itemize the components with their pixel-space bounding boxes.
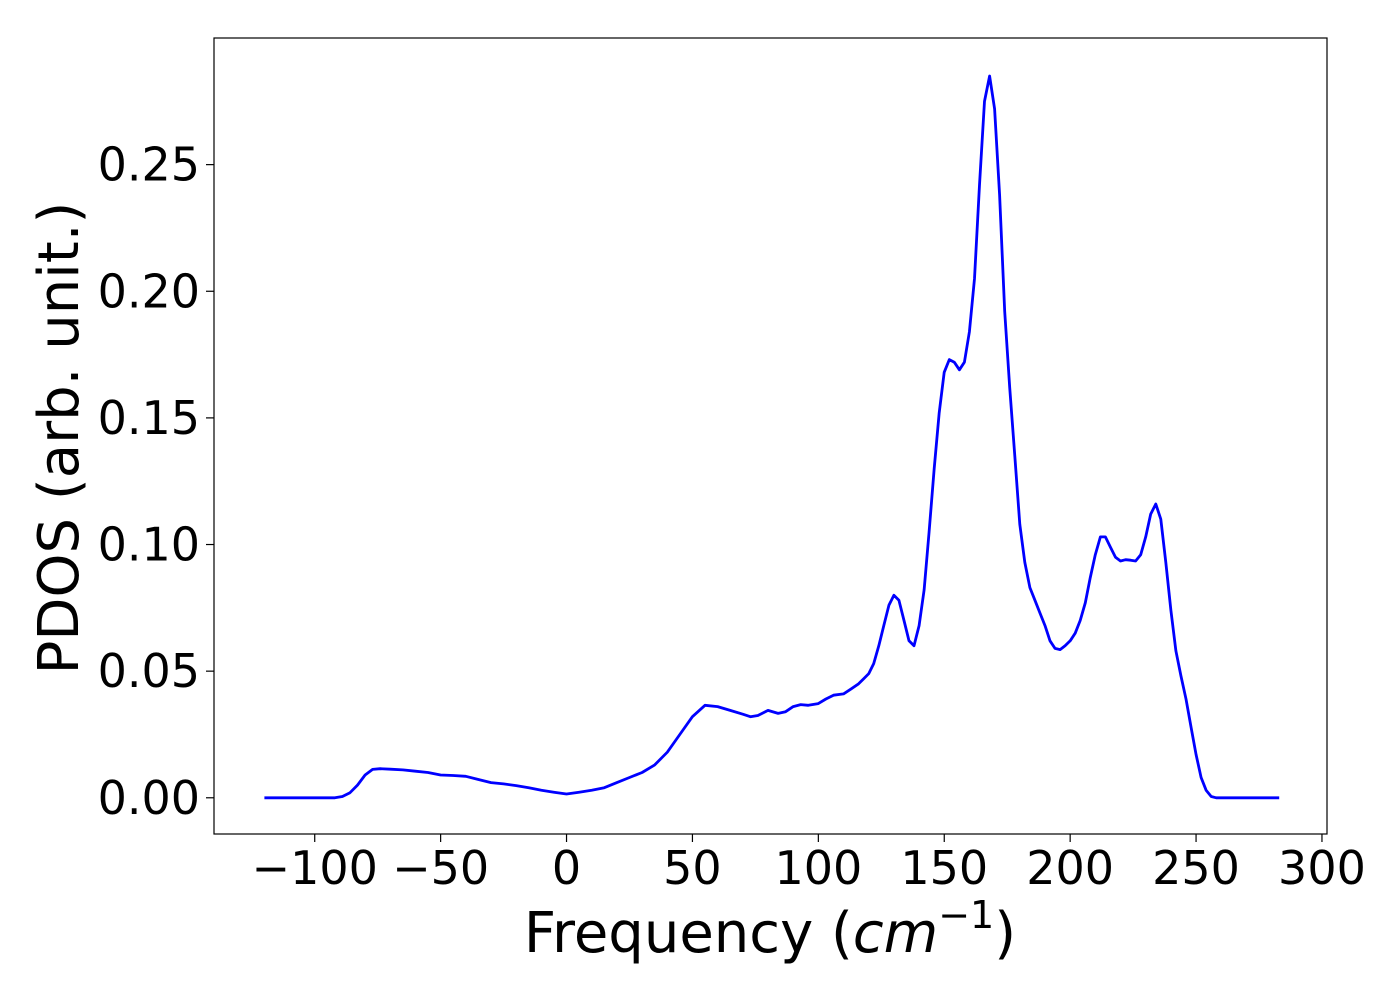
- x-tick-label: 0: [552, 841, 581, 895]
- y-tick-label: 0.20: [98, 264, 200, 318]
- x-axis-ticks: −100 −50 0 50 100 150 200 250 300: [252, 834, 1366, 895]
- x-tick-label: 200: [1026, 841, 1114, 895]
- y-tick-label: 0.00: [98, 771, 200, 825]
- plot-frame: [213, 37, 1328, 835]
- x-tick-label: −100: [252, 841, 378, 895]
- y-tick-label: 0.05: [98, 644, 200, 698]
- x-axis-title-math: cm: [853, 901, 938, 966]
- x-axis-title-main: Frequency (: [524, 901, 853, 966]
- x-tick-label: 300: [1278, 841, 1366, 895]
- x-tick-label: 100: [774, 841, 862, 895]
- x-tick-label: −50: [392, 841, 489, 895]
- x-axis-title-close: ): [994, 901, 1016, 966]
- x-tick-label: 150: [900, 841, 988, 895]
- pdos-series-line: [264, 74, 1280, 800]
- y-tick-label: 0.15: [98, 391, 200, 445]
- y-axis-ticks: 0.00 0.05 0.10 0.15 0.20 0.25: [98, 138, 214, 825]
- x-tick-label: 50: [663, 841, 722, 895]
- x-axis-title-superscript: −1: [938, 893, 994, 937]
- x-tick-label: 250: [1152, 841, 1240, 895]
- y-tick-label: 0.25: [98, 138, 200, 192]
- y-tick-label: 0.10: [98, 518, 200, 572]
- x-axis-title: Frequency (cm−1): [524, 893, 1016, 966]
- y-axis-title: PDOS (arb. unit.): [27, 202, 92, 675]
